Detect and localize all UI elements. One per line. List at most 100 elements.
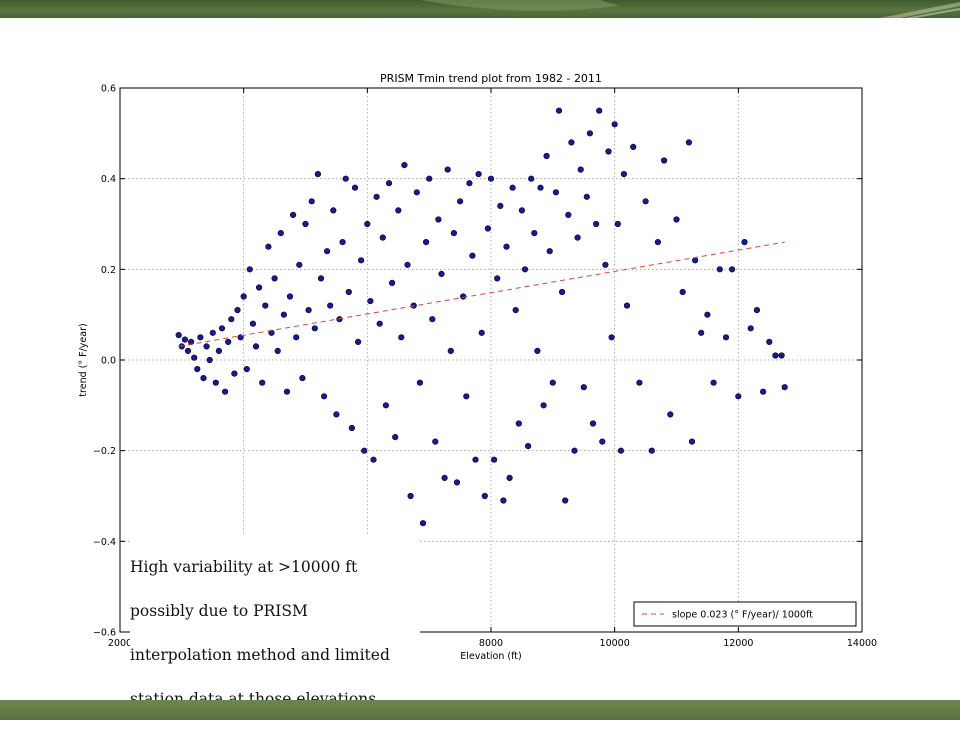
data-point [460, 293, 467, 300]
data-point [691, 257, 699, 264]
legend-box [633, 601, 857, 627]
y-axis-label: trend (° F/year) [78, 323, 89, 396]
data-point [194, 366, 201, 373]
data-point [781, 384, 788, 391]
data-point [429, 316, 436, 323]
header-swoosh [420, 0, 960, 18]
data-point [660, 157, 668, 164]
trend-line [178, 241, 785, 347]
data-point [592, 220, 600, 228]
x-tick-label: 12000 [723, 638, 753, 649]
data-point [398, 334, 405, 341]
data-point [524, 443, 532, 450]
legend-label: slope 0.023 (° F/year)/ 1000ft [672, 610, 813, 621]
data-point [679, 288, 686, 296]
data-point [271, 275, 278, 282]
data-point [348, 424, 356, 432]
data-point [648, 447, 655, 454]
data-point [577, 166, 584, 173]
data-point [623, 302, 631, 309]
y-tick-label: 0.4 [101, 174, 116, 185]
data-point [327, 302, 334, 309]
data-point [252, 343, 260, 350]
data-point [355, 338, 362, 346]
data-point [212, 379, 219, 386]
data-point [642, 198, 649, 205]
data-point [361, 447, 368, 454]
data-point [475, 171, 482, 178]
data-point [385, 180, 393, 187]
data-point [497, 202, 504, 209]
data-point [614, 220, 621, 228]
data-point [351, 184, 359, 191]
data-point [583, 193, 590, 200]
data-point [457, 198, 464, 205]
data-point [228, 316, 235, 323]
data-point [240, 293, 247, 300]
data-point [184, 347, 192, 355]
data-point [370, 456, 377, 463]
data-point [580, 384, 587, 391]
data-point [608, 334, 615, 341]
data-point [203, 343, 210, 350]
data-point [234, 307, 241, 314]
data-point [688, 438, 696, 445]
data-point [435, 216, 442, 223]
data-point [685, 139, 693, 146]
data-point [453, 479, 461, 486]
data-point [293, 334, 300, 341]
data-point [466, 180, 473, 187]
data-point [552, 189, 560, 196]
data-point [438, 270, 445, 278]
data-point [753, 307, 761, 314]
data-point [215, 347, 222, 355]
data-point [441, 474, 448, 482]
data-point [225, 338, 232, 346]
data-point [358, 257, 365, 264]
data-point [243, 366, 250, 373]
data-point [206, 356, 213, 364]
data-point [197, 334, 204, 341]
data-point [277, 230, 284, 237]
data-point [728, 266, 736, 273]
data-point [401, 162, 408, 169]
y-tick-label: −0.4 [93, 537, 116, 548]
data-point [280, 311, 288, 318]
data-point [673, 216, 680, 223]
data-point [321, 393, 328, 400]
data-point [766, 338, 773, 346]
data-point [342, 175, 349, 182]
y-tick-label: −0.6 [93, 628, 116, 639]
data-point [778, 352, 785, 359]
data-point [636, 379, 643, 386]
data-point [246, 266, 253, 273]
annotation-line: interpolation method and limited [130, 646, 390, 664]
data-point [395, 207, 402, 214]
data-point [543, 152, 550, 160]
data-point [589, 420, 597, 427]
data-point [546, 248, 553, 255]
x-tick-label: 2000 [108, 638, 132, 649]
x-axis-label: Elevation (ft) [460, 651, 521, 662]
data-point [392, 434, 399, 441]
data-point [447, 347, 454, 355]
data-point [175, 332, 182, 339]
data-point [521, 266, 529, 273]
y-tick-label: 0.0 [101, 356, 116, 367]
data-point [630, 143, 637, 150]
data-point [611, 121, 618, 128]
data-point [722, 334, 730, 341]
data-point [296, 261, 303, 268]
data-point [299, 375, 306, 382]
data-point [772, 352, 779, 359]
data-point [404, 261, 411, 268]
data-point [413, 189, 420, 196]
data-point [302, 220, 309, 228]
data-point [379, 234, 386, 241]
data-point [450, 230, 458, 237]
data-point [555, 107, 563, 114]
data-point [537, 184, 544, 191]
data-point [262, 302, 269, 309]
data-point [741, 239, 748, 246]
data-point [463, 393, 470, 400]
